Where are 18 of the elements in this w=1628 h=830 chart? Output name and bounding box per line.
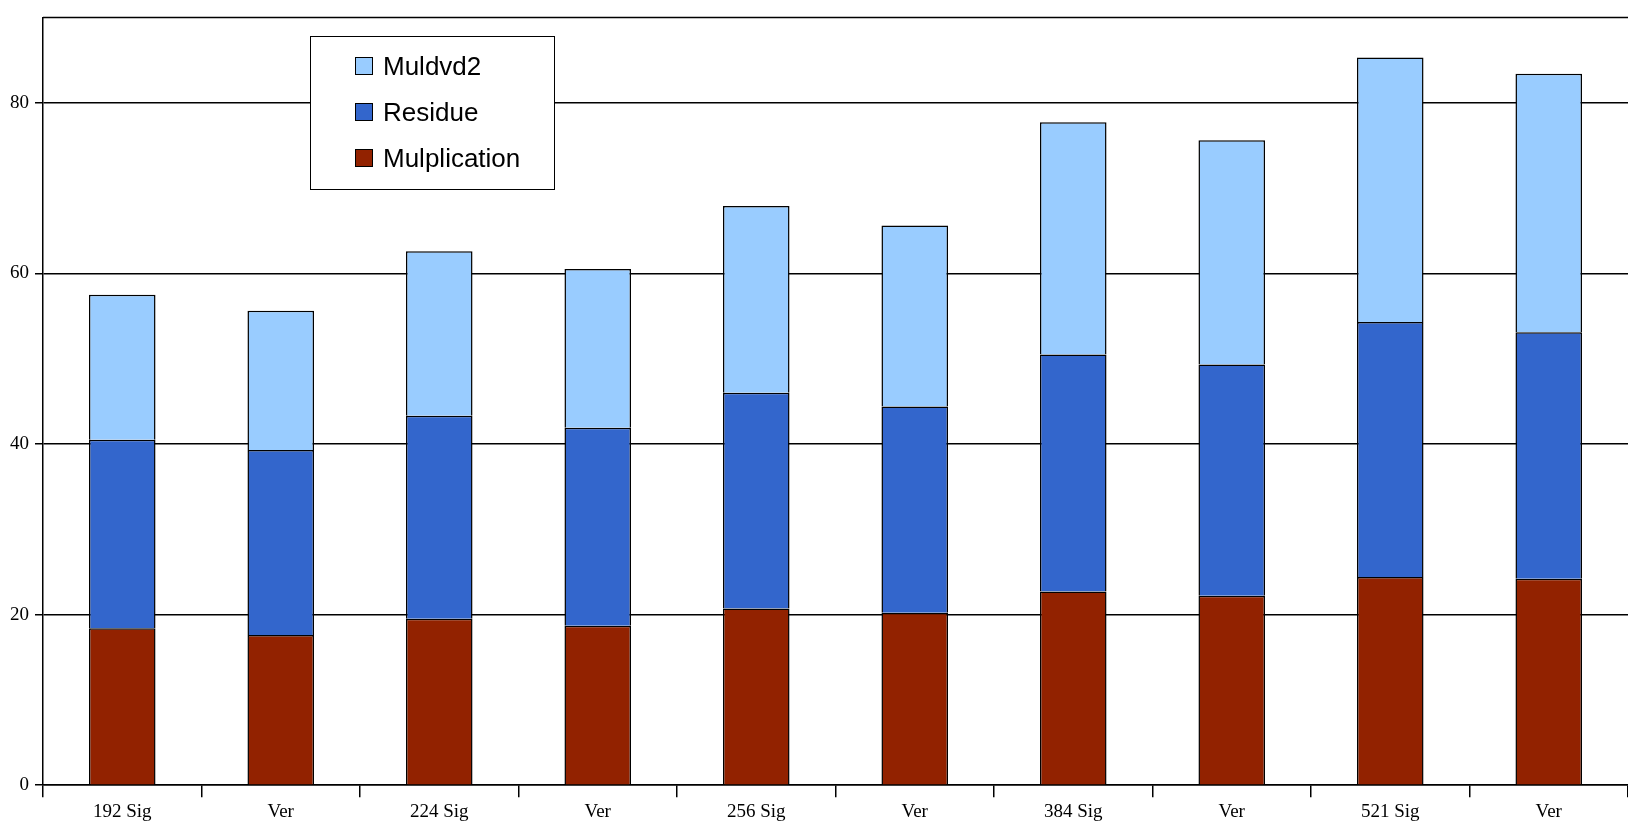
legend-label: Mulplication [383, 142, 521, 174]
legend-label: Muldvd2 [383, 50, 482, 82]
x-tick-label: Ver [584, 799, 612, 821]
x-tick-label: 224 Sig [409, 799, 470, 821]
y-tick-label: 0 [19, 773, 29, 795]
x-tick-label: 521 Sig [1360, 799, 1421, 821]
y-tick-label: 80 [10, 90, 29, 112]
y-tick-label: 20 [10, 602, 29, 624]
x-tick-label: 256 Sig [726, 799, 787, 821]
x-tick-label: 384 Sig [1043, 799, 1104, 821]
x-tick-label: Ver [1535, 799, 1563, 821]
x-tick-label: 192 Sig [92, 799, 153, 821]
y-tick-label: 40 [10, 431, 29, 453]
y-tick-label: 60 [10, 261, 29, 283]
x-tick-label: Ver [901, 799, 929, 821]
x-tick-label: Ver [1218, 799, 1246, 821]
legend-label: Residue [383, 96, 479, 128]
x-tick-label: Ver [267, 799, 295, 821]
